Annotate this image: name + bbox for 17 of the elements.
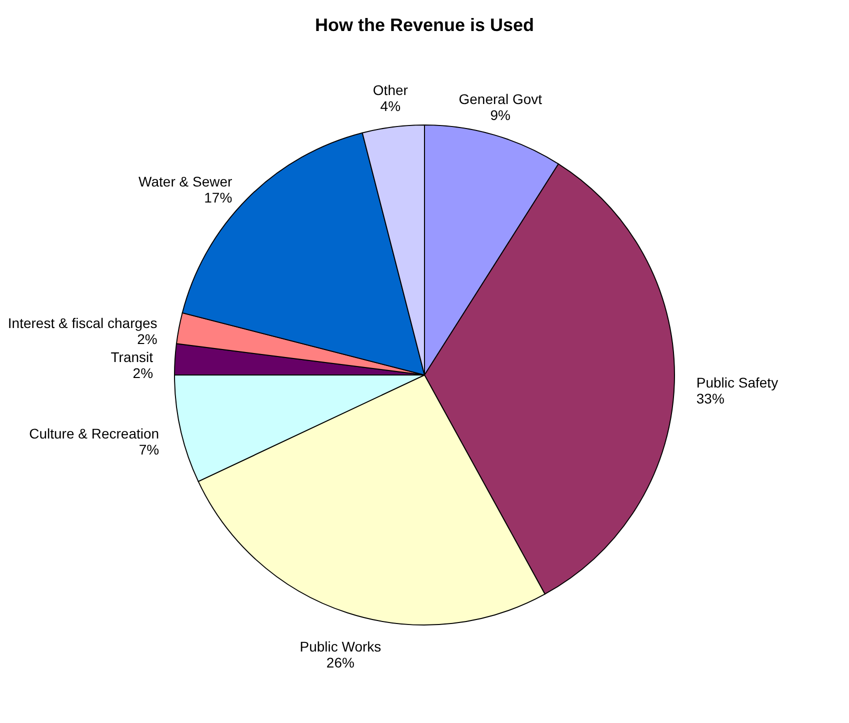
slice-label: Other [372,82,408,98]
slice-label: General Govt [458,90,542,107]
data-label: 7% [138,441,160,458]
slice-label: Culture & Recreation [29,425,160,442]
data-label: 2% [132,364,154,381]
data-label: 17% [204,190,232,206]
slice-label: Public Safety [696,374,778,391]
chart-title: How the Revenue is Used [314,15,534,35]
slice-label: Public Works [300,638,382,655]
data-label: 26% [326,654,354,671]
slice-label: Water & Sewer [138,174,232,190]
data-label: 33% [696,390,724,407]
slice-label: Interest & fiscal charges [8,315,158,332]
slice-label: Transit [110,348,154,365]
data-label: 2% [137,331,158,348]
data-label: 9% [490,106,511,123]
data-label: 4% [380,98,401,114]
